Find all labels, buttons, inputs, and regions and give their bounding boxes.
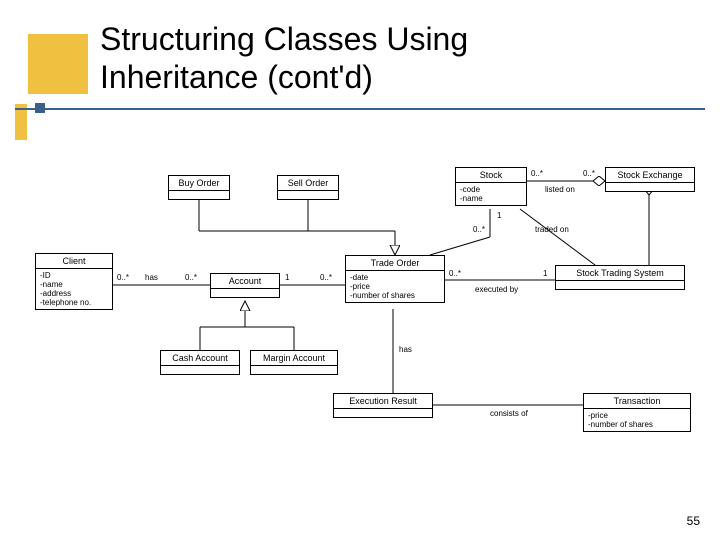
label-mult: 0..*: [531, 169, 543, 178]
attr: -number of shares: [588, 420, 686, 429]
attr: -code: [460, 185, 522, 194]
class-stock-trading-system: Stock Trading System: [555, 265, 685, 290]
accent-square-top: [28, 34, 88, 94]
uml-diagram: Buy Order Sell Order Stock -code -name S…: [35, 165, 705, 475]
attr: -ID: [40, 271, 108, 280]
label-traded-on: traded on: [535, 225, 569, 234]
class-name: Sell Order: [278, 176, 338, 191]
class-name: Stock: [456, 168, 526, 183]
bullet-square: [35, 103, 45, 113]
class-account: Account: [210, 273, 280, 298]
label-mult: 1: [285, 273, 289, 282]
label-mult: 1: [543, 269, 547, 278]
class-sell-order: Sell Order: [277, 175, 339, 200]
slide-title: Structuring Classes Using Inheritance (c…: [100, 20, 468, 97]
label-mult: 0..*: [583, 169, 595, 178]
page-number: 55: [687, 514, 700, 528]
class-execution-result: Execution Result: [333, 393, 433, 418]
class-name: Margin Account: [251, 351, 337, 366]
label-listed-on: listed on: [545, 185, 575, 194]
attr: -date: [350, 273, 440, 282]
label-mult: 0..*: [185, 273, 197, 282]
attr: -name: [460, 194, 522, 203]
title-underline: [15, 108, 705, 110]
class-cash-account: Cash Account: [160, 350, 240, 375]
class-stock-exchange: Stock Exchange: [605, 167, 695, 192]
class-name: Stock Trading System: [556, 266, 684, 281]
label-mult: 0..*: [117, 273, 129, 282]
attr: -address: [40, 289, 108, 298]
attr: -price: [350, 282, 440, 291]
label-mult: 1: [497, 211, 501, 220]
class-name: Client: [36, 254, 112, 269]
class-buy-order: Buy Order: [168, 175, 230, 200]
label-executed-by: executed by: [475, 285, 518, 294]
class-name: Cash Account: [161, 351, 239, 366]
label-mult: 0..*: [473, 225, 485, 234]
label-has: has: [399, 345, 412, 354]
attr: -telephone no.: [40, 298, 108, 307]
attr: -name: [40, 280, 108, 289]
title-line-2: Inheritance (cont'd): [100, 58, 468, 96]
class-client: Client -ID -name -address -telephone no.: [35, 253, 113, 310]
attr: -number of shares: [350, 291, 440, 300]
class-name: Transaction: [584, 394, 690, 409]
label-has: has: [145, 273, 158, 282]
class-name: Execution Result: [334, 394, 432, 409]
attr: -price: [588, 411, 686, 420]
label-mult: 0..*: [449, 269, 461, 278]
class-transaction: Transaction -price -number of shares: [583, 393, 691, 432]
title-line-1: Structuring Classes Using: [100, 20, 468, 58]
class-margin-account: Margin Account: [250, 350, 338, 375]
class-name: Stock Exchange: [606, 168, 694, 183]
class-name: Trade Order: [346, 256, 444, 271]
class-trade-order: Trade Order -date -price -number of shar…: [345, 255, 445, 303]
class-name: Buy Order: [169, 176, 229, 191]
class-name: Account: [211, 274, 279, 289]
label-consists-of: consists of: [490, 409, 528, 418]
class-stock: Stock -code -name: [455, 167, 527, 206]
label-mult: 0..*: [320, 273, 332, 282]
